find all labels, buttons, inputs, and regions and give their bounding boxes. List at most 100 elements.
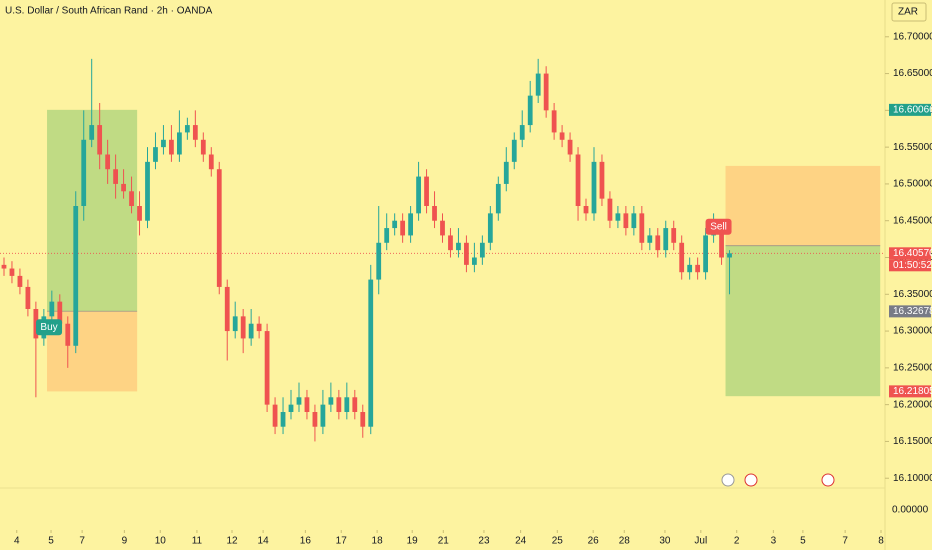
- candle-body: [17, 275, 23, 287]
- x-tick-label: Jul: [694, 536, 707, 547]
- x-tick-label: 23: [478, 536, 490, 547]
- x-tick-label: 17: [336, 536, 348, 547]
- position-label: Buy: [40, 322, 57, 333]
- x-tick-label: 5: [48, 536, 54, 547]
- candle-body: [33, 309, 39, 339]
- candle-body: [408, 213, 413, 236]
- candle-body: [487, 213, 493, 243]
- candle-body: [169, 139, 174, 155]
- candle-body: [200, 139, 206, 155]
- candle-body: [472, 257, 477, 265]
- candle-body: [551, 110, 557, 133]
- position-tag: [705, 218, 732, 235]
- candle-body: [432, 206, 437, 221]
- candle-body: [599, 161, 605, 199]
- candle-body: [679, 242, 685, 273]
- candle-body: [448, 235, 453, 251]
- candle-body: [25, 286, 31, 309]
- candle-body: [567, 139, 573, 155]
- candle-body: [631, 213, 637, 229]
- x-tick-label: 21: [438, 536, 450, 547]
- x-tick-label: 10: [155, 536, 167, 547]
- candle-body: [192, 125, 198, 140]
- candle-body: [57, 301, 63, 324]
- price-marker: [889, 247, 931, 260]
- y-tick-label: 16.15000: [893, 436, 932, 447]
- candle-body: [320, 404, 326, 427]
- chart-title: U.S. Dollar / South African Rand · 2h · …: [5, 6, 213, 17]
- candle-body: [384, 228, 390, 243]
- price-marker-label: 16.21805: [893, 386, 932, 397]
- candle-body: [304, 397, 310, 412]
- candle-body: [464, 242, 469, 265]
- candle-body: [97, 125, 103, 155]
- x-tick-label: 8: [878, 536, 884, 547]
- candle-body: [129, 191, 134, 206]
- candle-body: [113, 169, 118, 184]
- position-tag: [36, 319, 63, 336]
- x-tick-label: 5: [800, 536, 806, 547]
- candle-body: [312, 412, 318, 427]
- x-tick-label: 11: [192, 536, 203, 547]
- candle-body: [543, 73, 549, 111]
- candle-body: [49, 301, 55, 317]
- countdown-box: [889, 259, 931, 272]
- candle-body: [89, 125, 95, 140]
- y-tick-label: 16.35000: [893, 289, 932, 300]
- y-tick-label: 16.25000: [893, 362, 932, 373]
- candle-body: [703, 235, 708, 273]
- x-tick-label: 26: [588, 536, 600, 547]
- candle-body: [535, 73, 541, 96]
- price-marker-label: 16.32678: [893, 306, 932, 317]
- y-tick-label: 16.45000: [893, 215, 932, 226]
- profit-zone: [725, 245, 881, 397]
- price-marker: [889, 385, 931, 398]
- candle-body: [177, 132, 182, 155]
- event-icon[interactable]: [744, 473, 758, 487]
- candle-body: [440, 220, 445, 236]
- x-tick-label: 25: [552, 536, 564, 547]
- x-tick-label: 2: [734, 536, 740, 547]
- price-marker: [889, 103, 931, 116]
- candle-body: [272, 404, 278, 427]
- candle-body: [663, 228, 669, 251]
- currency[interactable]: ZAR: [898, 7, 918, 18]
- x-tick-label: 7: [79, 536, 85, 547]
- candle-body: [655, 235, 661, 251]
- candle-body: [511, 139, 517, 162]
- countdown: 01:50:52: [893, 260, 932, 271]
- candle-body: [153, 147, 158, 162]
- lower-pane-label: 0.00000: [892, 505, 929, 516]
- currency-box[interactable]: [891, 2, 927, 22]
- candle-body: [591, 161, 597, 214]
- x-tick-label: 3: [771, 536, 777, 547]
- candle-body: [280, 412, 286, 427]
- candle-body: [224, 286, 230, 332]
- events[interactable]: [721, 473, 835, 487]
- candle-body: [392, 220, 398, 229]
- event-icon[interactable]: [821, 473, 835, 487]
- candle-body: [145, 161, 150, 221]
- candle-body: [456, 242, 461, 251]
- x-tick-label: 4: [14, 536, 20, 547]
- loss-zone: [47, 311, 138, 392]
- candle-body: [503, 161, 509, 184]
- candle-body: [1, 264, 7, 269]
- x-tick-label: 9: [122, 536, 128, 547]
- candle-body: [623, 213, 629, 229]
- candle-body: [559, 132, 565, 140]
- candle-body: [607, 198, 613, 221]
- candle-body: [65, 323, 71, 346]
- candle-body: [9, 268, 15, 276]
- candle-body: [727, 253, 732, 258]
- event-icon[interactable]: [721, 473, 735, 487]
- price-marker: [889, 305, 931, 318]
- y-tick-label: 16.30000: [893, 326, 932, 337]
- candle-body: [328, 397, 334, 405]
- candle-body: [479, 242, 485, 258]
- candle-body: [519, 125, 525, 140]
- candle-body: [671, 228, 677, 243]
- x-tick-label: 24: [515, 536, 527, 547]
